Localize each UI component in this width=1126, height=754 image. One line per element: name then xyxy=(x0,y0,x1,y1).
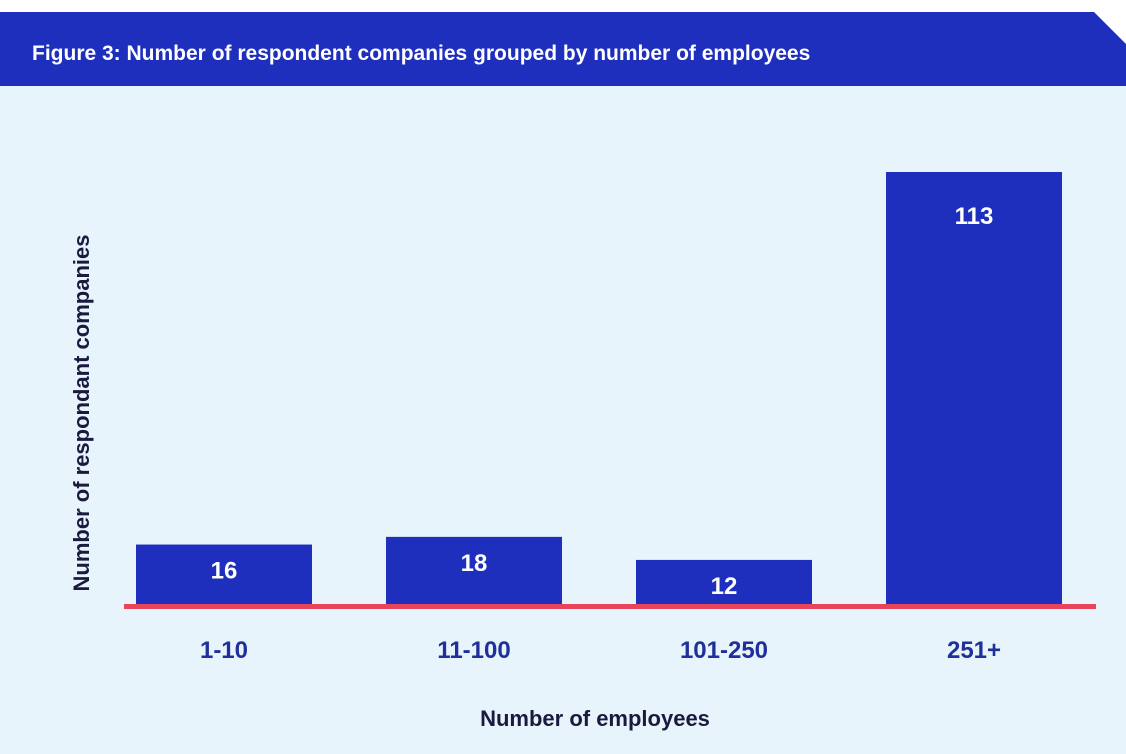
data-label-1-10: 16 xyxy=(211,558,238,585)
bar-1-10 xyxy=(136,544,312,606)
x-tick-label-251+: 251+ xyxy=(947,637,1001,664)
bar-251+ xyxy=(886,172,1062,606)
bar-101-250 xyxy=(636,559,812,606)
x-tick-label-101-250: 101-250 xyxy=(680,637,768,664)
y-axis-label: Number of respondant companies xyxy=(69,234,94,592)
x-axis-baseline xyxy=(124,604,1096,609)
x-axis-label: Number of employees xyxy=(480,706,710,731)
title-banner: Figure 3: Number of respondent companies… xyxy=(0,12,1126,86)
data-label-11-100: 18 xyxy=(461,550,488,577)
data-label-251+: 113 xyxy=(955,203,994,230)
banner-shape xyxy=(0,12,1126,86)
chart-title: Figure 3: Number of respondent companies… xyxy=(32,42,811,65)
x-tick-label-1-10: 1-10 xyxy=(200,637,248,664)
x-tick-label-11-100: 11-100 xyxy=(437,637,510,664)
bar-11-100 xyxy=(386,536,562,606)
data-label-101-250: 12 xyxy=(711,573,738,600)
